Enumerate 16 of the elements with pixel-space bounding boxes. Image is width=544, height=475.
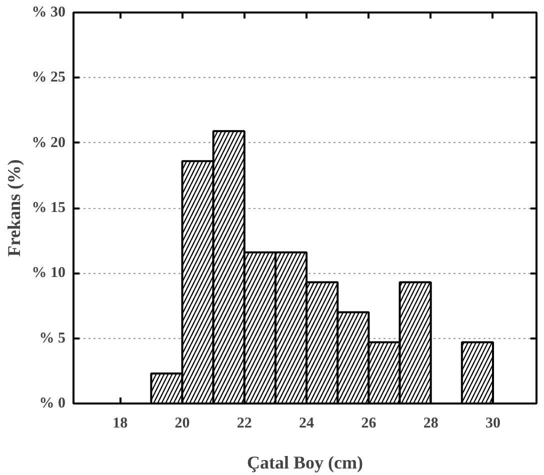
y-tick-label: % 20 (32, 134, 66, 151)
x-tick-label: 20 (174, 416, 190, 432)
x-tick-label: 28 (423, 416, 438, 432)
x-tick-label: 24 (299, 416, 315, 432)
y-tick-label: % 25 (32, 70, 66, 86)
y-tick-label: % 30 (32, 4, 66, 20)
y-tick-label: % 15 (32, 200, 66, 216)
y-axis-title: Frekans (%) (4, 159, 24, 257)
y-tick-label: % 0 (39, 396, 66, 412)
y-tick-label: % 10 (32, 265, 66, 282)
x-tick-label: 18 (112, 416, 128, 432)
x-tick-label: 30 (485, 416, 500, 432)
x-tick-label: 22 (236, 416, 252, 432)
x-tick-label: 26 (361, 416, 377, 432)
y-tick-label: % 5 (39, 330, 66, 346)
x-axis-title: Çatal Boy (cm) (247, 452, 363, 472)
